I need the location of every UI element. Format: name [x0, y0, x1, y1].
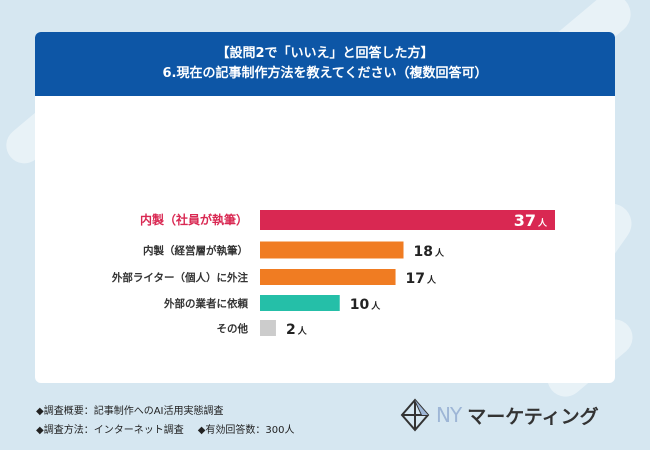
value-label: 10 人 — [350, 297, 381, 313]
chart-title: 6.現在の記事制作方法を教えてください（複数回答可） — [162, 66, 488, 81]
chart-header: 【設問2で「いいえ」と回答した方】 6.現在の記事制作方法を教えてください（複数… — [35, 32, 615, 96]
logo-ny: NY — [436, 403, 462, 427]
value-label: 17 人 — [406, 271, 437, 287]
chart-subtitle: 【設問2で「いいえ」と回答した方】 — [216, 46, 434, 61]
logo: NY マーケティング — [400, 398, 599, 432]
value-label: 18 人 — [414, 244, 445, 260]
category-label: 外部の業者に依頼 — [163, 297, 248, 310]
logo-diamond-icon — [400, 398, 430, 432]
category-label: 内製（社員が執筆） — [140, 212, 248, 227]
value-label: 37 人 — [514, 211, 548, 230]
category-label: 外部ライター（個人）に外注 — [111, 271, 249, 284]
bar — [260, 241, 404, 259]
chart-card: 【設問2で「いいえ」と回答した方】 6.現在の記事制作方法を教えてください（複数… — [35, 32, 615, 383]
logo-text: マーケティング — [467, 405, 599, 428]
bar — [260, 210, 555, 230]
footer-method-text: ◆調査方法：インターネット調査 — [36, 425, 184, 436]
category-label: その他 — [217, 322, 249, 335]
category-label: 内製（経営層が執筆） — [143, 244, 248, 257]
bar — [260, 295, 340, 311]
footer-responses: ◆有効回答数：300人 — [197, 425, 295, 436]
bar — [260, 269, 396, 285]
footer-summary: ◆調査概要：記事制作へのAI活用実態調査 — [36, 406, 224, 417]
footer-method: ◆調査方法：インターネット調査 ◆有効回答数：300人 — [36, 421, 294, 436]
bar — [260, 320, 276, 336]
